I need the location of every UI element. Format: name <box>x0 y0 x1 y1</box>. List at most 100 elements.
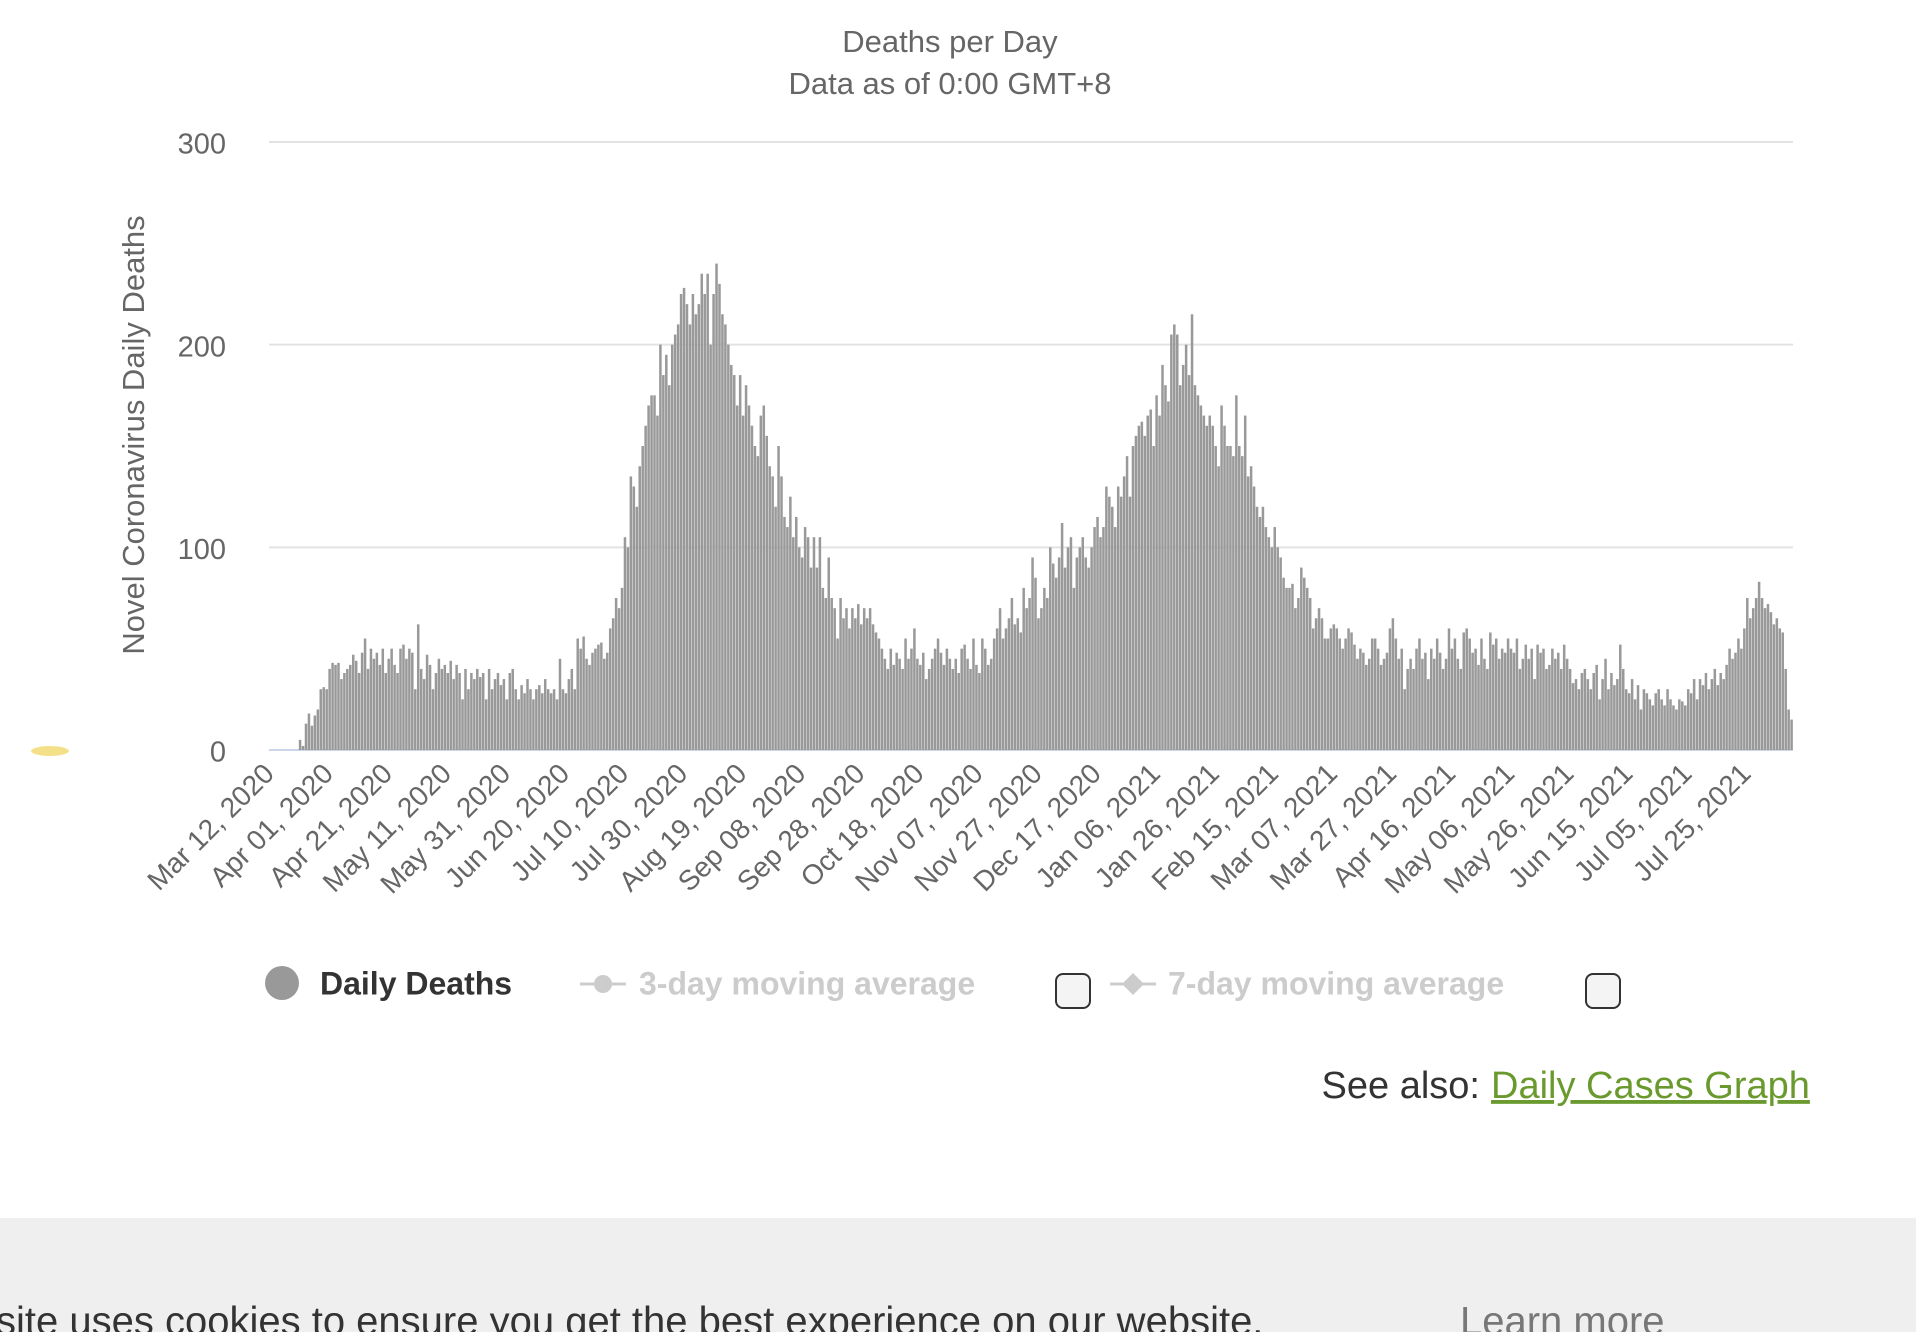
bar <box>505 699 509 750</box>
bar <box>851 608 854 750</box>
cookie-link[interactable]: Learn more <box>1460 1300 1665 1332</box>
legend-checkbox[interactable] <box>1055 973 1091 1009</box>
bar <box>1385 652 1389 750</box>
bar <box>496 672 500 750</box>
bar <box>883 658 887 750</box>
bar <box>874 632 878 750</box>
bar <box>1167 401 1170 750</box>
highlight-mark <box>31 746 69 756</box>
bar <box>1196 395 1200 750</box>
bar <box>877 638 881 750</box>
bar <box>821 587 825 750</box>
bar <box>1140 421 1144 750</box>
bar <box>363 638 367 750</box>
bar <box>1388 628 1392 750</box>
bar <box>1173 324 1176 750</box>
bar <box>1305 587 1309 750</box>
bar <box>1007 618 1011 750</box>
bar <box>1161 364 1164 750</box>
bar <box>1790 719 1793 750</box>
bar <box>1326 638 1330 750</box>
bar <box>1574 679 1578 750</box>
bar <box>1288 587 1291 750</box>
bar <box>1512 652 1516 750</box>
bar <box>384 672 387 750</box>
bar <box>1190 314 1194 750</box>
chart-subtitle: Deaths per Day <box>842 24 1058 59</box>
bar <box>455 664 458 750</box>
bar <box>1559 668 1563 750</box>
bar <box>408 648 411 750</box>
legend-label[interactable]: 7-day moving average <box>1168 965 1504 1001</box>
cookie-banner <box>0 1218 1916 1332</box>
see-also-link[interactable]: Daily Cases Graph <box>1491 1065 1810 1107</box>
bar <box>337 662 340 750</box>
bar <box>617 608 621 750</box>
bar <box>343 672 346 750</box>
bar <box>470 672 473 750</box>
bar <box>948 658 952 750</box>
bar <box>1630 679 1634 750</box>
cookie-text: site uses cookies to ensure you get the … <box>0 1300 1263 1332</box>
bar <box>668 385 671 750</box>
bar <box>1468 638 1471 750</box>
bar <box>992 638 996 750</box>
bar <box>1432 658 1436 750</box>
bar <box>1781 632 1784 750</box>
bar <box>673 334 677 750</box>
legend-label[interactable]: 3-day moving average <box>639 965 975 1001</box>
bar <box>857 604 860 750</box>
bar <box>1303 577 1306 750</box>
bar <box>425 654 429 750</box>
bar <box>1093 527 1096 750</box>
bar <box>732 375 736 750</box>
bar <box>780 476 783 750</box>
bar <box>346 668 349 750</box>
bar <box>1040 608 1043 750</box>
bar <box>1539 652 1542 750</box>
bar <box>585 658 588 750</box>
bar <box>862 608 866 750</box>
bar <box>1193 385 1197 750</box>
bar <box>597 644 600 750</box>
bar <box>1589 689 1593 750</box>
bar <box>972 638 975 750</box>
bar <box>957 672 960 750</box>
bar <box>632 486 636 750</box>
bar <box>414 689 417 750</box>
bar <box>440 668 444 750</box>
bar <box>1754 598 1758 750</box>
bar <box>1125 456 1129 750</box>
bar <box>1016 618 1020 750</box>
bar <box>1261 506 1265 750</box>
bar <box>1181 364 1185 750</box>
bar <box>907 658 910 750</box>
bar <box>402 644 405 750</box>
bar <box>1592 672 1595 750</box>
bar <box>1424 652 1427 750</box>
bar <box>833 608 836 750</box>
bar <box>1332 624 1336 750</box>
bar <box>815 567 819 750</box>
bar <box>706 273 709 750</box>
bar <box>765 435 768 750</box>
bar <box>1403 689 1406 750</box>
bar <box>1760 598 1764 750</box>
bar <box>517 699 520 750</box>
bar <box>1751 608 1755 750</box>
bar <box>1255 506 1259 750</box>
bar <box>313 715 317 750</box>
bar <box>1264 527 1268 750</box>
legend-marker <box>265 966 299 1000</box>
bar <box>1137 425 1141 750</box>
bar <box>789 496 792 750</box>
bar <box>541 693 544 750</box>
bar <box>1099 537 1102 750</box>
bar <box>1509 648 1513 750</box>
bar <box>933 648 937 750</box>
legend-label[interactable]: Daily Deaths <box>320 965 512 1001</box>
bar <box>647 405 650 750</box>
legend-checkbox[interactable] <box>1585 973 1621 1009</box>
bar <box>1308 598 1312 750</box>
bar <box>1740 648 1743 750</box>
